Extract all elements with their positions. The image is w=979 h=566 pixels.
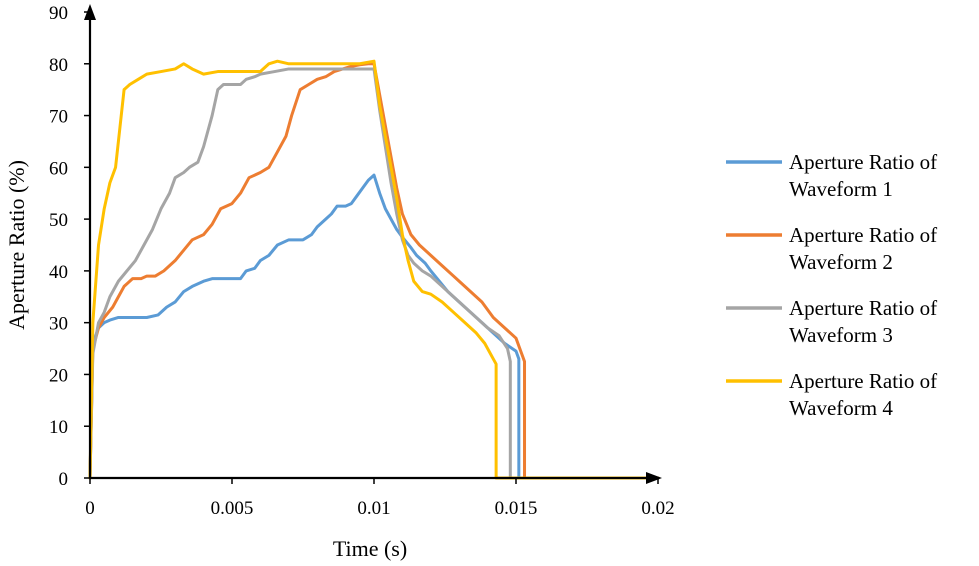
- y-tick-label: 60: [49, 158, 68, 179]
- legend-item-waveform-1: Aperture Ratio of Waveform 1: [726, 150, 937, 201]
- x-axis-arrow-icon: [646, 472, 662, 484]
- y-axis-title: Aperture Ratio (%): [4, 160, 29, 330]
- legend-label: Aperture Ratio of: [789, 150, 937, 174]
- x-axis-title: Time (s): [333, 536, 407, 561]
- x-tick-label: 0.015: [495, 498, 538, 519]
- y-tick-label: 90: [49, 3, 68, 24]
- x-tick-label: 0: [85, 498, 95, 519]
- y-tick-label: 80: [49, 55, 68, 76]
- legend-label: Aperture Ratio of: [789, 369, 937, 393]
- y-tick-label: 40: [49, 262, 68, 283]
- y-tick-label: 0: [59, 469, 69, 490]
- series-line-waveform-2: [88, 62, 660, 480]
- series-line-waveform-4: [88, 59, 660, 480]
- legend-item-waveform-4: Aperture Ratio of Waveform 4: [726, 369, 937, 420]
- axes-layer: [84, 4, 662, 484]
- series-layer: [88, 59, 660, 480]
- series-line-waveform-1: [88, 173, 660, 480]
- legend-label: Waveform 3: [789, 323, 893, 347]
- legend-label: Waveform 1: [789, 177, 893, 201]
- legend-label: Waveform 4: [789, 396, 893, 420]
- legend-item-waveform-3: Aperture Ratio of Waveform 3: [726, 296, 937, 347]
- legend-label: Aperture Ratio of: [789, 223, 937, 247]
- legend-label: Aperture Ratio of: [789, 296, 937, 320]
- x-tick-label: 0.01: [357, 498, 390, 519]
- legend-label: Waveform 2: [789, 250, 893, 274]
- series-line-waveform-3: [88, 67, 660, 480]
- y-tick-label: 20: [49, 365, 68, 386]
- y-tick-label: 30: [49, 314, 68, 335]
- y-tick-label: 70: [49, 107, 68, 128]
- x-tick-label: 0.005: [211, 498, 254, 519]
- y-tick-label: 50: [49, 210, 68, 231]
- x-tick-label: 0.02: [641, 498, 674, 519]
- legend-item-waveform-2: Aperture Ratio of Waveform 2: [726, 223, 937, 274]
- y-tick-label: 10: [49, 417, 68, 438]
- ticks-layer: 0 10 20 30 40 50 60 70 80 90 0 0.005 0.01 0.015 0.02: [49, 3, 675, 519]
